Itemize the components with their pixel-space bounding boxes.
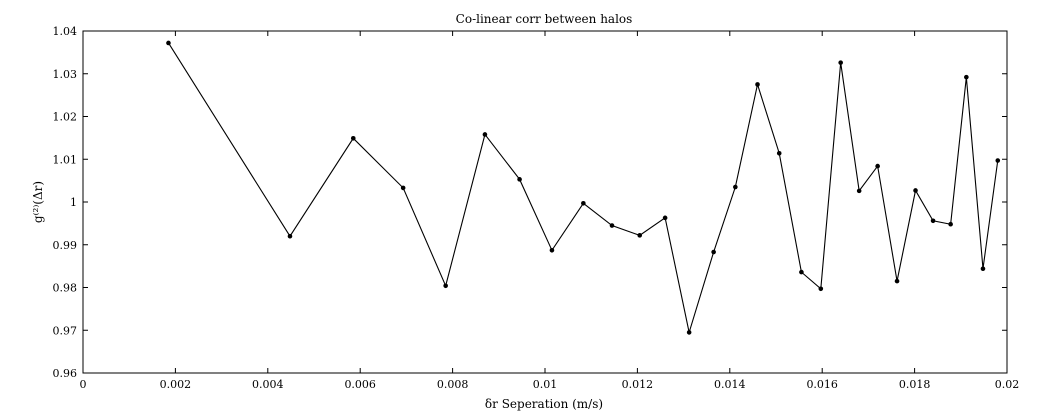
series-layer bbox=[166, 40, 1001, 335]
y-axis: 0.96 0.97 0.98 0.99 1 1.01 1.02 1.03 1.04 bbox=[53, 25, 1007, 380]
data-point bbox=[733, 184, 738, 190]
y-tick-label: 1.04 bbox=[53, 25, 78, 38]
series-line bbox=[168, 42, 999, 333]
data-point bbox=[776, 150, 782, 156]
data-point bbox=[482, 132, 488, 137]
x-tick-label: 0.016 bbox=[806, 378, 838, 391]
x-tick-label: 0 bbox=[80, 378, 87, 391]
data-point bbox=[549, 248, 555, 253]
data-point bbox=[838, 60, 843, 65]
data-point bbox=[799, 269, 804, 275]
x-tick-label: 0.012 bbox=[622, 378, 654, 391]
x-axis: 0 0.002 0.004 0.006 0.008 0.01 0.012 0.014 0.016… bbox=[80, 31, 1020, 391]
x-tick-label: 0.006 bbox=[344, 378, 376, 391]
y-tick-label: 1.03 bbox=[53, 68, 78, 81]
data-point bbox=[662, 215, 668, 221]
data-point bbox=[287, 233, 293, 239]
data-point bbox=[517, 177, 522, 182]
data-point bbox=[166, 40, 171, 46]
x-tick-label: 0.02 bbox=[995, 378, 1020, 391]
data-point bbox=[875, 163, 880, 169]
x-tick-label: 0.002 bbox=[160, 378, 192, 391]
x-tick-label: 0.01 bbox=[533, 378, 558, 391]
plot-frame bbox=[82, 30, 1008, 374]
data-point bbox=[980, 266, 986, 271]
data-point bbox=[711, 249, 716, 255]
x-tick-label: 0.004 bbox=[252, 378, 284, 391]
data-point bbox=[818, 286, 824, 292]
x-tick-label: 0.018 bbox=[899, 378, 931, 391]
y-axis-label: g⁽²⁾(Δr) bbox=[31, 181, 45, 223]
data-point bbox=[930, 218, 936, 224]
y-tick-label: 1.01 bbox=[53, 153, 78, 166]
y-tick-label: 0.99 bbox=[53, 239, 78, 252]
data-point bbox=[581, 200, 586, 206]
data-point bbox=[443, 283, 448, 289]
data-point bbox=[948, 221, 953, 227]
y-tick-label: 1.02 bbox=[53, 111, 78, 124]
chart-title: Co-linear corr between halos bbox=[456, 12, 633, 26]
y-tick-label: 0.96 bbox=[53, 367, 78, 380]
y-tick-label: 1 bbox=[70, 196, 77, 209]
x-axis-label: δr Seperation (m/s) bbox=[485, 397, 603, 411]
data-point bbox=[400, 185, 406, 191]
x-tick-label: 0.008 bbox=[437, 378, 469, 391]
y-tick-label: 0.98 bbox=[53, 282, 78, 295]
data-point bbox=[350, 136, 356, 141]
data-point bbox=[637, 233, 643, 238]
data-point bbox=[686, 330, 692, 335]
x-tick-label: 0.014 bbox=[714, 378, 746, 391]
data-point bbox=[894, 278, 900, 284]
data-point bbox=[755, 82, 760, 87]
y-tick-label: 0.97 bbox=[53, 324, 78, 337]
data-point bbox=[964, 74, 969, 80]
data-point bbox=[856, 188, 862, 194]
data-point bbox=[995, 158, 1001, 163]
data-point bbox=[913, 188, 918, 193]
data-point bbox=[609, 223, 615, 228]
